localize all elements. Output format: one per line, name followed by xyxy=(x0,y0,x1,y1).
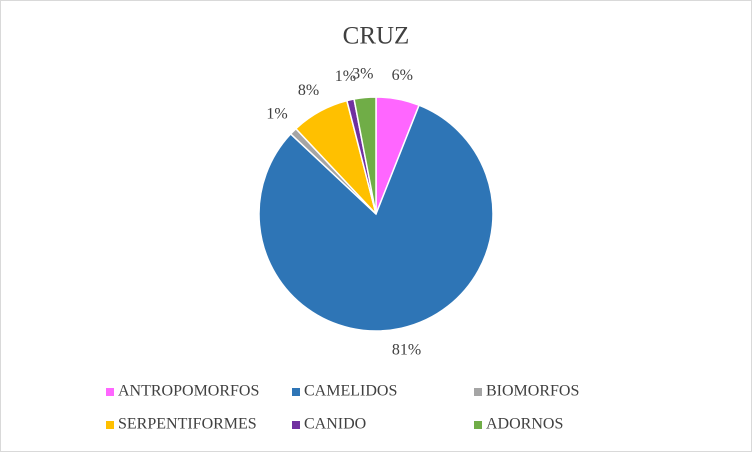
legend-label: CAMELIDOS xyxy=(304,383,397,400)
pie-slice xyxy=(353,96,377,215)
legend-marker xyxy=(292,388,300,396)
legend-marker xyxy=(292,421,300,429)
data-label: 8% xyxy=(298,82,319,99)
legend-marker xyxy=(106,421,114,429)
data-label: 1% xyxy=(266,106,287,123)
legend-marker xyxy=(474,388,482,396)
legend-label: ADORNOS xyxy=(486,416,563,433)
data-label: 3% xyxy=(352,65,373,82)
chart-title: CRUZ xyxy=(343,23,410,50)
legend-label: BIOMORFOS xyxy=(486,383,579,400)
legend-label: ANTROPOMORFOS xyxy=(118,383,259,400)
pie-slice xyxy=(258,104,494,332)
data-label: 6% xyxy=(392,67,413,84)
data-label: 81% xyxy=(392,341,421,358)
legend-label: SERPENTIFORMES xyxy=(118,416,257,433)
legend-label: CANIDO xyxy=(304,416,366,433)
legend-marker xyxy=(106,388,114,396)
legend-marker xyxy=(474,421,482,429)
data-label: 1% xyxy=(335,68,356,85)
